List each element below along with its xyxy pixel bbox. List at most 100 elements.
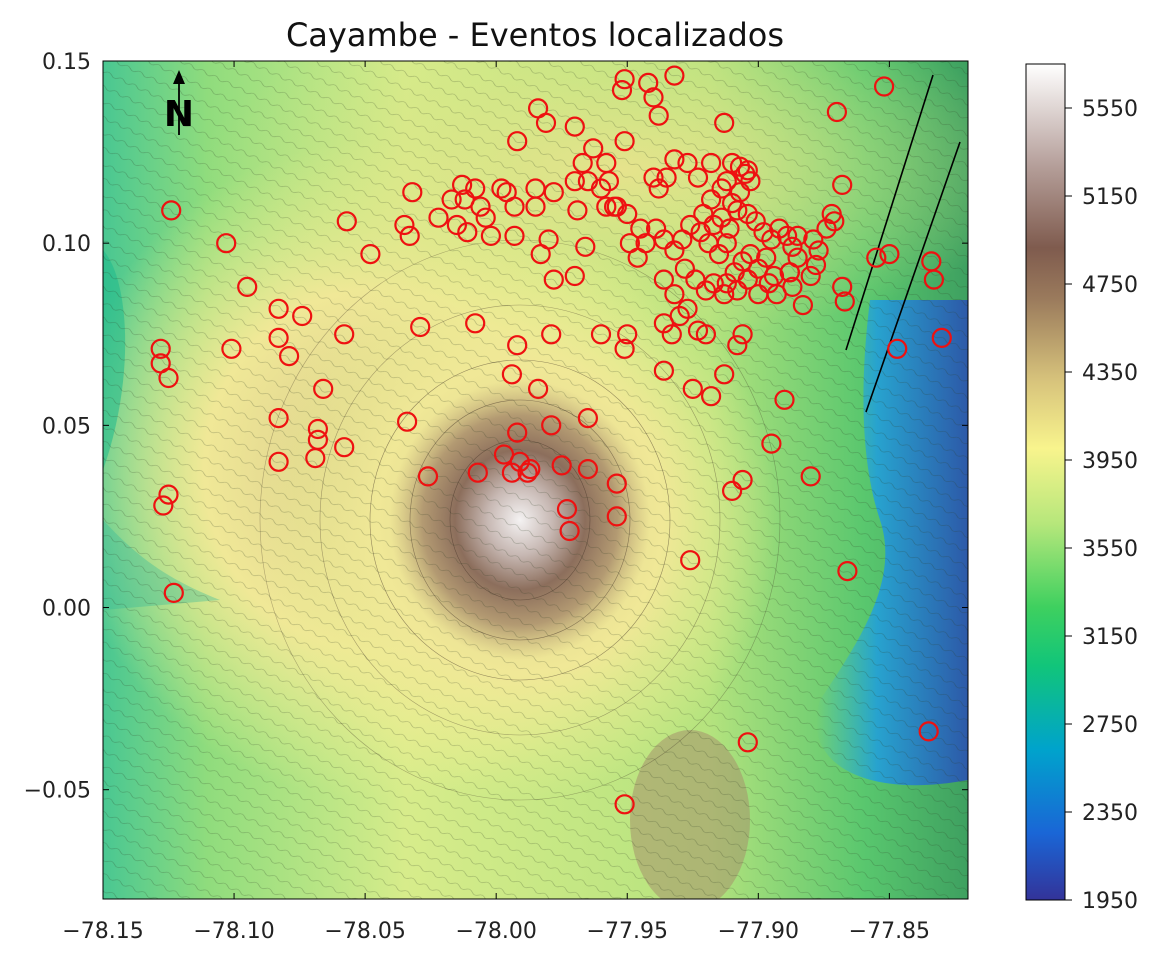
event-marker — [491, 178, 512, 199]
event-marker — [572, 152, 593, 174]
event-marker — [873, 76, 895, 97]
event-marker — [808, 240, 829, 261]
event-marker — [457, 222, 478, 243]
event-marker — [714, 284, 735, 305]
event-marker — [598, 171, 620, 192]
y-tick-label: 0.05 — [42, 414, 91, 439]
event-marker — [575, 236, 596, 257]
event-marker — [824, 211, 845, 232]
event-marker — [630, 218, 651, 239]
event-marker — [428, 207, 449, 228]
event-marker — [507, 335, 528, 356]
event-marker — [530, 244, 551, 265]
event-marker — [268, 327, 289, 348]
event-marker — [653, 360, 675, 381]
event-marker — [150, 338, 171, 359]
event-marker — [737, 732, 758, 753]
event-marker — [664, 284, 685, 305]
event-marker — [887, 338, 908, 359]
event-marker — [268, 451, 289, 472]
event-markers — [150, 65, 952, 815]
event-marker — [334, 437, 355, 458]
event-marker — [606, 473, 627, 494]
event-marker — [766, 284, 787, 305]
colorbar-tick-label: 4750 — [1082, 273, 1138, 298]
event-marker — [732, 469, 753, 491]
colorbar-tick-label: 1950 — [1082, 889, 1138, 914]
event-marker — [334, 324, 355, 345]
event-marker — [559, 520, 580, 542]
event-marker — [708, 244, 730, 265]
event-marker — [834, 291, 855, 312]
x-tick-label: −78.10 — [193, 919, 274, 944]
event-marker — [504, 225, 525, 246]
event-marker — [543, 269, 564, 290]
event-marker — [446, 214, 467, 236]
event-marker — [501, 364, 522, 385]
event-marker — [721, 480, 743, 501]
event-marker — [614, 69, 635, 90]
event-marker — [527, 378, 549, 399]
north-label: N — [164, 94, 194, 135]
event-marker — [470, 196, 491, 217]
event-marker — [832, 174, 853, 195]
event-marker — [467, 462, 488, 483]
colorbar-tick-label: 3550 — [1082, 537, 1138, 562]
event-marker — [360, 244, 381, 265]
event-marker — [614, 338, 635, 359]
event-marker — [564, 171, 585, 192]
event-marker — [711, 178, 732, 199]
x-tick-label: −78.15 — [62, 919, 143, 944]
event-marker — [441, 189, 462, 210]
event-marker — [703, 273, 724, 294]
event-marker — [556, 499, 578, 520]
event-marker — [737, 160, 758, 181]
event-marker — [677, 152, 698, 174]
event-marker — [664, 65, 685, 86]
event-marker — [313, 378, 334, 399]
event-marker — [606, 196, 627, 217]
north-arrow: N — [164, 70, 194, 135]
event-marker — [520, 459, 541, 480]
event-marker — [402, 182, 423, 203]
event-marker — [700, 152, 722, 174]
event-marker — [700, 386, 722, 407]
event-marker — [761, 433, 782, 454]
x-tick-label: −77.95 — [587, 919, 668, 944]
event-marker — [714, 112, 735, 134]
event-marker — [682, 378, 703, 399]
event-marker — [525, 196, 546, 217]
event-marker — [475, 207, 496, 228]
event-marker — [716, 273, 737, 294]
colorbar-tick-label: 3950 — [1082, 449, 1138, 474]
event-marker — [800, 466, 821, 487]
event-marker — [643, 167, 664, 188]
event-marker — [690, 222, 711, 243]
event-marker — [837, 560, 858, 582]
event-marker — [410, 316, 431, 338]
event-marker — [727, 200, 748, 221]
event-marker — [638, 72, 659, 94]
event-marker — [787, 225, 808, 246]
event-marker — [680, 550, 701, 571]
x-tick-label: −78.00 — [455, 919, 536, 944]
event-marker — [564, 116, 585, 137]
terrain-background — [103, 61, 968, 899]
event-marker — [221, 338, 242, 359]
event-marker — [543, 182, 564, 203]
event-marker — [792, 295, 814, 316]
event-marker — [614, 131, 635, 152]
event-marker — [394, 214, 415, 236]
event-marker — [737, 269, 758, 290]
event-marker — [661, 324, 682, 345]
event-marker — [779, 262, 800, 283]
colorbar: 1950 2350 2750 3150 3550 3950 4350 4750 5150 5550 — [1025, 63, 1138, 914]
event-marker — [677, 298, 698, 319]
event-marker — [399, 225, 420, 246]
fault-line-1 — [845, 74, 934, 351]
north-arrow-head-icon — [173, 70, 185, 84]
colorbar-ticks: 1950 2350 2750 3150 3550 3950 4350 4750 5150 5550 — [1065, 97, 1138, 914]
event-marker — [879, 244, 900, 265]
event-marker — [307, 429, 328, 450]
